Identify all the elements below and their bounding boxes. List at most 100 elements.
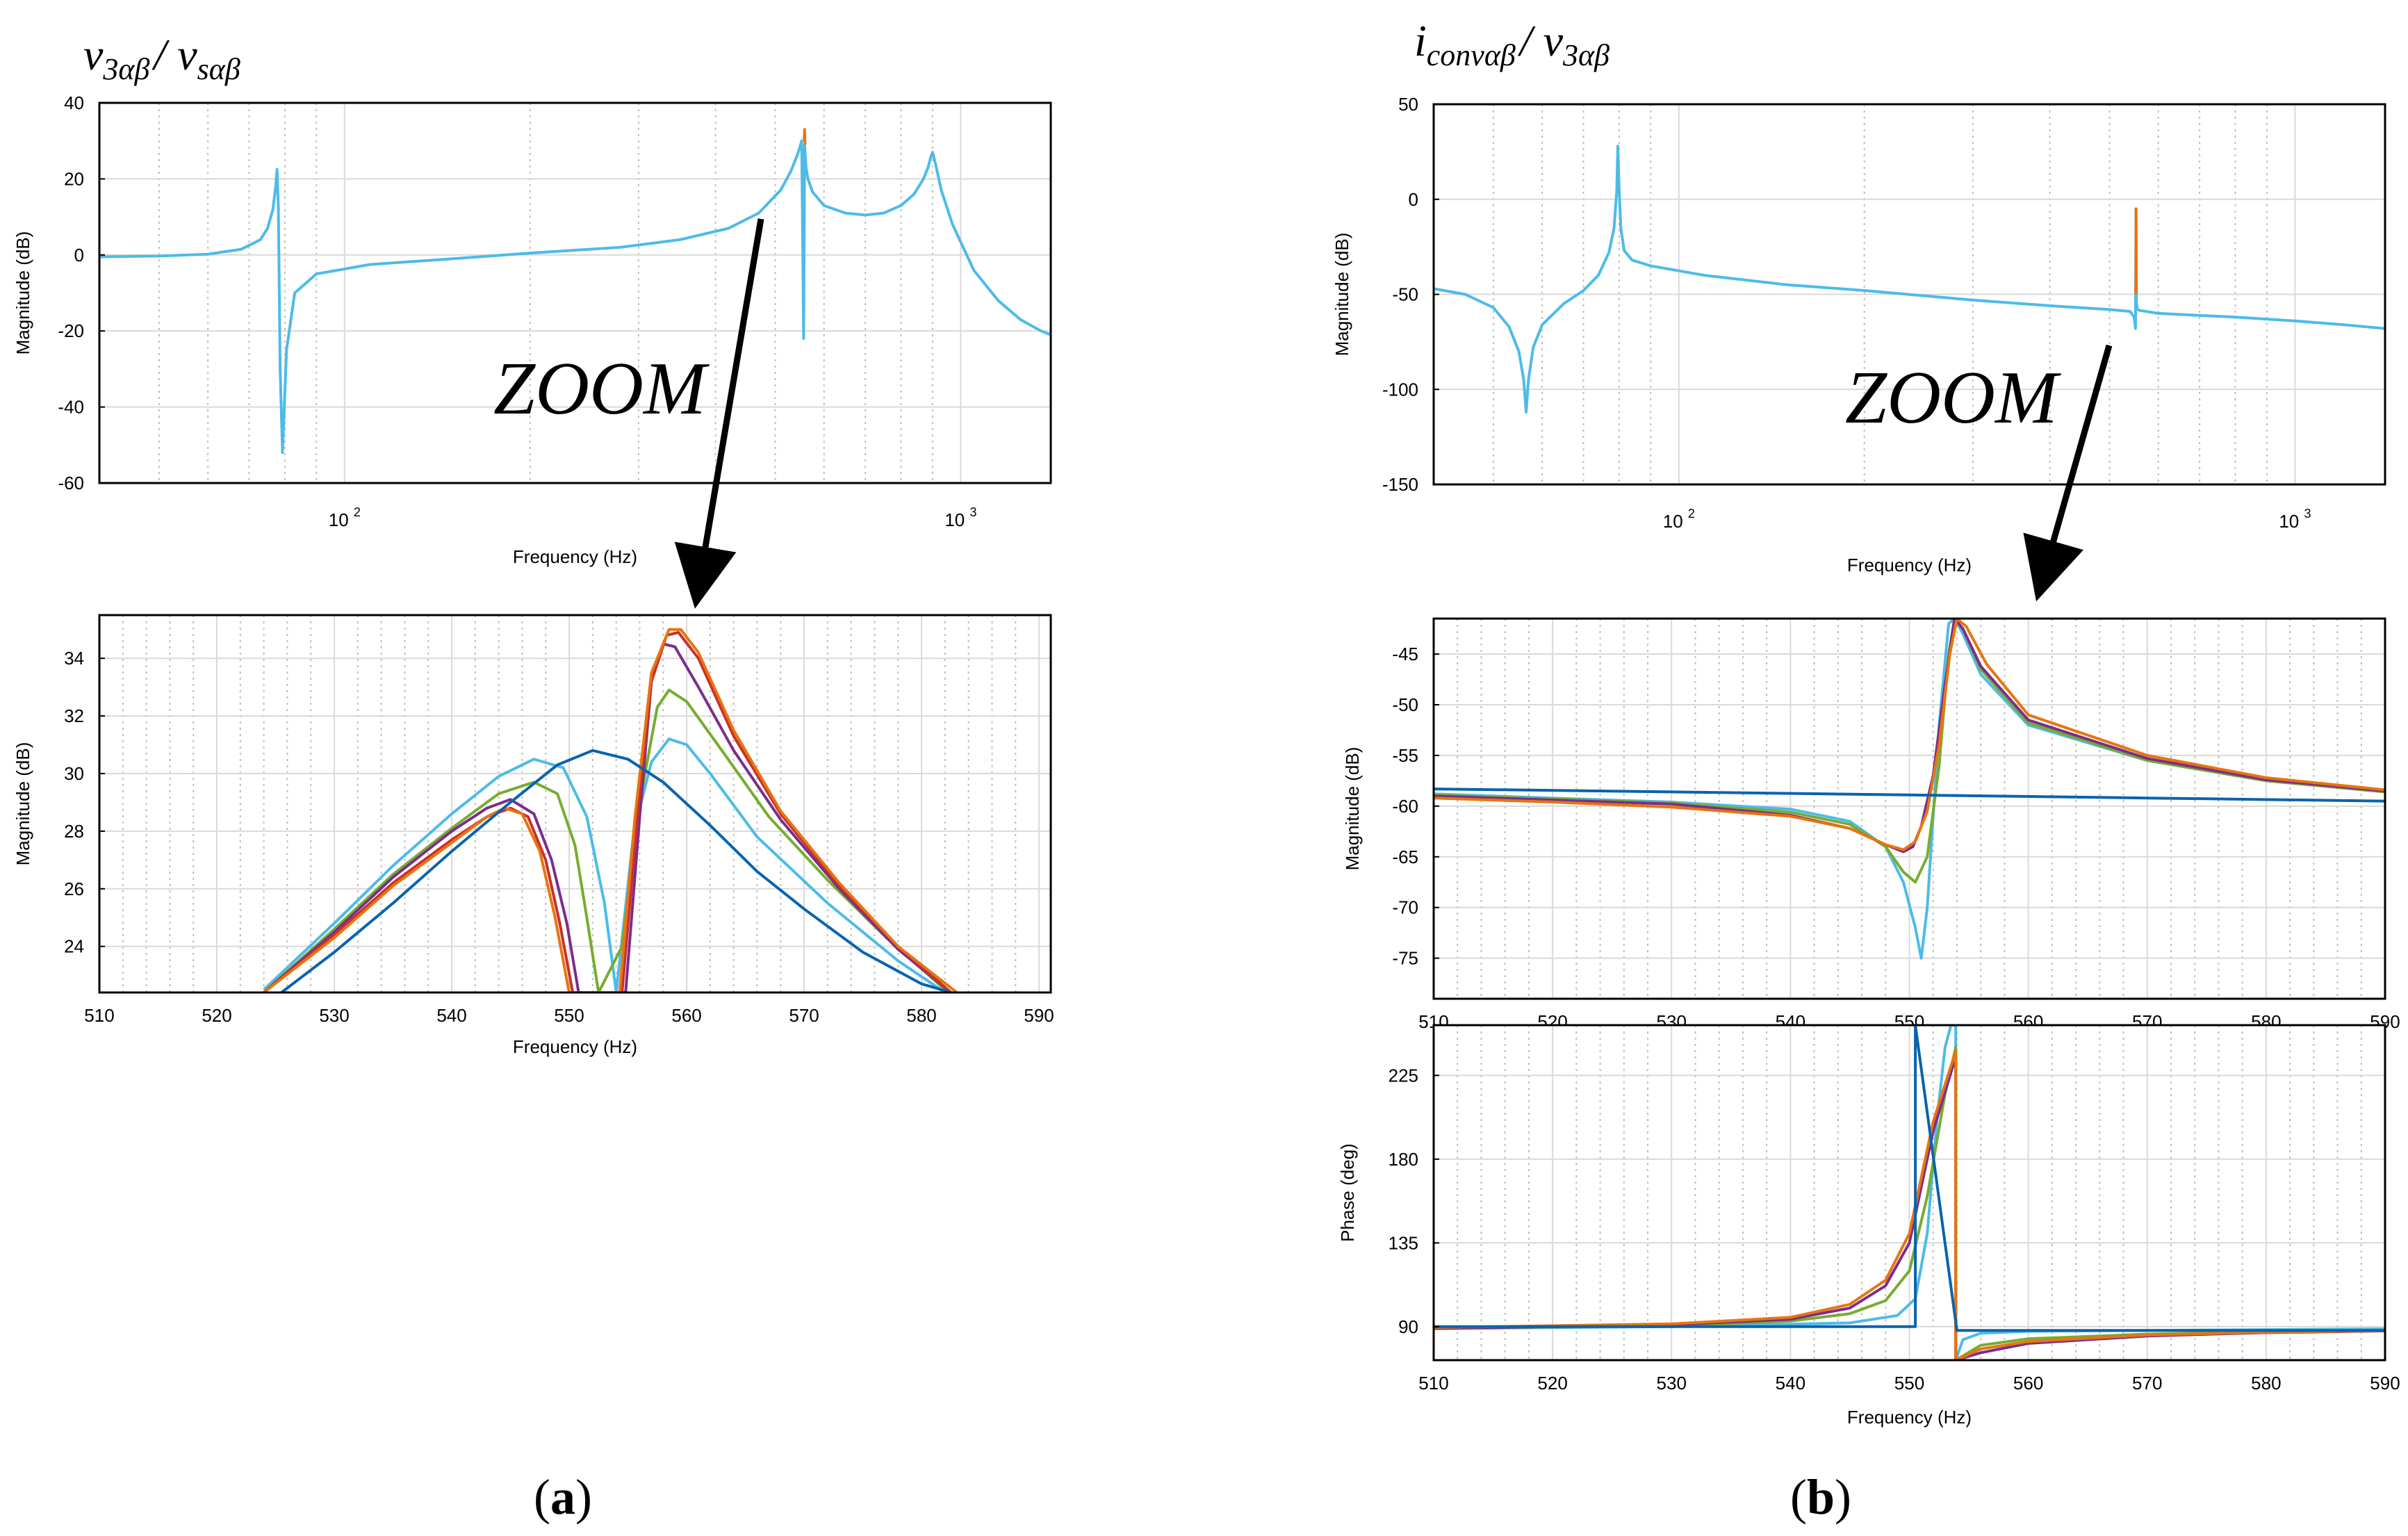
x-tick-label: 560	[2013, 1373, 2043, 1394]
y-tick-label: 50	[1398, 94, 1418, 115]
series-group	[263, 628, 958, 992]
x-tick-label: 10 2	[329, 505, 361, 530]
y-tick-label: -60	[1392, 796, 1418, 817]
x-tick-label: 570	[789, 1005, 819, 1026]
x-tick-label: 540	[436, 1005, 466, 1026]
x-axis-label: Frequency (Hz)	[1847, 555, 1972, 575]
y-axis-label: Magnitude (dB)	[13, 742, 33, 866]
x-tick-label: 590	[2370, 1373, 2400, 1394]
y-axis-label: Magnitude (dB)	[1332, 233, 1352, 357]
x-tick-label: 540	[1776, 1373, 1805, 1394]
zoom-label-a: ZOOM	[493, 348, 710, 430]
x-tick-label: 560	[671, 1005, 701, 1026]
series-curve-2	[263, 688, 947, 992]
plot-area	[99, 615, 1051, 992]
y-tick-label: 0	[1409, 189, 1418, 210]
y-tick-label: 225	[1389, 1065, 1418, 1086]
x-tick-label: 510	[84, 1005, 114, 1026]
y-tick-label: 90	[1398, 1316, 1418, 1337]
chart-a-zoom: 24 26 28 30 32 34 510 520 530 540 550 560 570 580 590 F…	[13, 614, 1054, 1057]
series-curve-2	[1434, 619, 2385, 884]
plot-frame	[1432, 1024, 2386, 1362]
plot-frame	[98, 101, 1052, 484]
y-tick-label: -55	[1392, 745, 1418, 766]
zoom-label-b: ZOOM	[1845, 357, 2061, 439]
y-axis-label: Magnitude (dB)	[1342, 747, 1363, 871]
series-curve-1	[263, 737, 947, 992]
y-tick-label: 180	[1389, 1149, 1418, 1170]
series-curve-5	[1434, 1025, 2385, 1332]
x-tick-label: 570	[2132, 1373, 2162, 1394]
x-axis-label: Frequency (Hz)	[513, 546, 637, 567]
series-group	[1434, 1025, 2385, 1360]
x-tick-label: 520	[202, 1005, 231, 1026]
series-magnitude	[99, 139, 1051, 455]
series-curve-5	[1434, 787, 2385, 803]
caption-a: (a)	[534, 1469, 592, 1525]
plot-frame	[1432, 617, 2386, 1000]
x-tick-label: 580	[906, 1005, 936, 1026]
plot-frame	[98, 614, 1052, 994]
y-tick-label: -45	[1392, 644, 1418, 664]
y-tick-label: -60	[58, 473, 84, 493]
series-group	[1434, 145, 2385, 414]
x-tick-label: 10 3	[2279, 507, 2311, 532]
y-tick-label: 135	[1389, 1232, 1418, 1253]
chart-a-overview: 40 20 0 -20 -40 -60 10 2 10 3 Frequency (Hz) Magn…	[13, 92, 1052, 567]
chart-b-overview: 50 0 -50 -100 -150 10 2 10 3 Frequency (Hz) Magn…	[1332, 94, 2386, 575]
series-curve-1	[1434, 619, 2385, 960]
x-tick-label: 550	[1894, 1373, 1924, 1394]
x-tick-label: 590	[1024, 1005, 1054, 1026]
y-tick-label: -100	[1382, 379, 1418, 400]
x-tick-label: 530	[319, 1005, 349, 1026]
y-tick-label: 28	[64, 821, 84, 842]
y-tick-label: -20	[58, 320, 84, 341]
y-axis-label: Phase (deg)	[1337, 1143, 1358, 1242]
y-axis-label: Magnitude (dB)	[13, 231, 33, 355]
series-magnitude	[1434, 145, 2385, 414]
panel-b-title: iconvαβ/ v3αβ	[1414, 16, 1610, 72]
y-tick-label: 40	[64, 92, 84, 113]
series-curve-5	[263, 628, 958, 992]
x-tick-label: 10 3	[944, 505, 976, 530]
panel-a-title: v3αβ/ vsαβ	[83, 30, 240, 86]
series-curve-4	[1434, 619, 2385, 851]
series-curve-4	[1434, 1049, 2385, 1360]
y-tick-label: 34	[64, 648, 84, 669]
y-tick-label: 20	[64, 168, 84, 189]
caption-b: (b)	[1790, 1469, 1851, 1525]
y-tick-label: 0	[74, 245, 84, 265]
y-tick-label: -50	[1392, 284, 1418, 305]
series-curve-3	[263, 642, 952, 992]
y-tick-label: -75	[1392, 948, 1418, 969]
y-tick-label: -40	[58, 397, 84, 418]
series-curve-4	[263, 630, 952, 992]
x-tick-label: 510	[1418, 1373, 1448, 1394]
x-tick-label: 550	[554, 1005, 584, 1026]
zoom-arrow-a	[674, 218, 764, 609]
y-tick-label: -50	[1392, 694, 1418, 715]
series-curve-6	[280, 749, 951, 992]
x-tick-label: 10 2	[1663, 507, 1695, 532]
x-tick-label: 520	[1537, 1373, 1567, 1394]
series-group	[1434, 619, 2385, 960]
y-tick-label: 30	[64, 763, 84, 784]
x-axis-label: Frequency (Hz)	[513, 1036, 637, 1057]
x-tick-label: 530	[1657, 1373, 1687, 1394]
y-tick-label: -150	[1382, 474, 1418, 495]
x-tick-label: 580	[2251, 1373, 2281, 1394]
chart-b-zoom-phase: 225 180 135 90 510 520 530 540 550 560 570 580 590 Fr…	[1337, 1024, 2400, 1428]
y-tick-label: -65	[1392, 847, 1418, 867]
series-curve-1	[1434, 1025, 2385, 1360]
y-tick-label: 32	[64, 705, 84, 726]
x-axis-label: Frequency (Hz)	[1847, 1407, 1972, 1428]
series-peak-detail	[803, 128, 807, 145]
y-tick-label: 24	[64, 936, 84, 957]
y-tick-label: 26	[64, 879, 84, 899]
y-tick-label: -70	[1392, 897, 1418, 918]
plot-area	[99, 103, 1051, 483]
zoom-arrow-b	[2023, 344, 2113, 602]
series-group	[99, 128, 1051, 455]
